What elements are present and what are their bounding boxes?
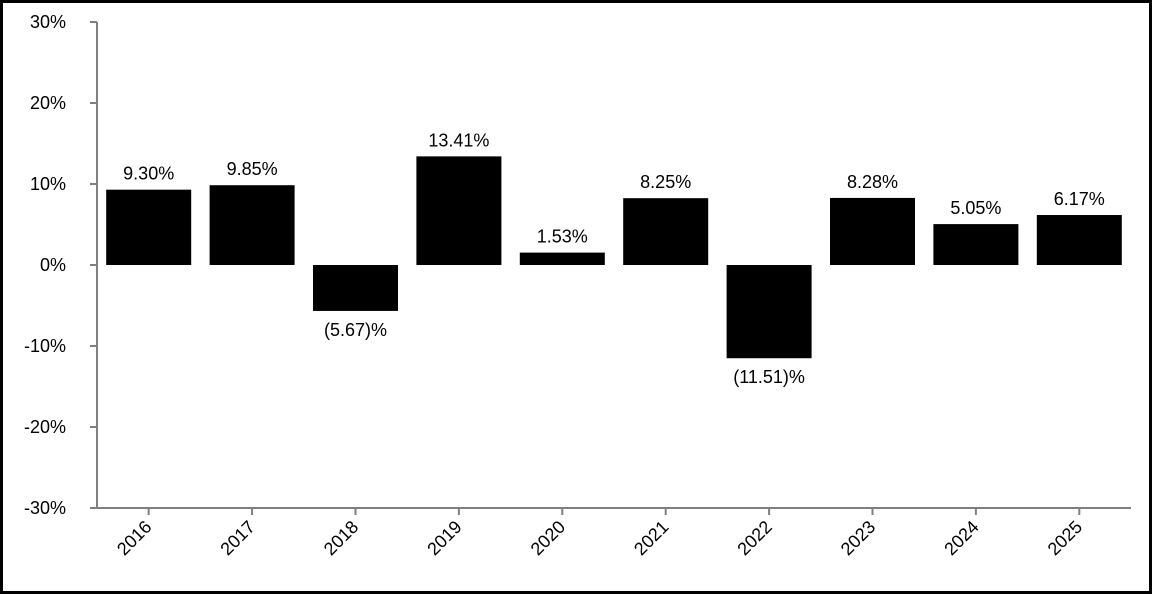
bar-2019: [416, 156, 502, 265]
data-label-2019: 13.41%: [428, 130, 489, 150]
x-tick-label: 2020: [527, 517, 569, 559]
y-tick-label: -20%: [24, 417, 66, 437]
data-label-2018: (5.67)%: [324, 320, 387, 340]
bar-2021: [623, 198, 709, 265]
bar-2025: [1036, 215, 1122, 265]
bar-2022: [726, 265, 812, 359]
x-tick-label: 2022: [733, 517, 775, 559]
x-axis: 2016 2017 2018 2019 2020 2021 2022 2023 2024 2025: [97, 507, 1131, 559]
bar-2018: [313, 265, 398, 311]
bar-2023: [830, 197, 915, 265]
x-tick-label: 2018: [320, 517, 362, 559]
y-tick-label: -30%: [24, 498, 66, 518]
y-tick-label: 10%: [30, 174, 66, 194]
x-tick-label: 2023: [837, 517, 879, 559]
x-tick-label: 2021: [630, 517, 672, 559]
data-label-2020: 1.53%: [537, 227, 588, 247]
x-tick-label: 2019: [423, 517, 465, 559]
x-tick-label: 2017: [216, 517, 258, 559]
bars: [106, 156, 1122, 359]
bar-2016: [106, 189, 192, 265]
x-tick-label: 2016: [113, 517, 155, 559]
data-label-2024: 5.05%: [950, 198, 1001, 218]
data-label-2016: 9.30%: [123, 164, 174, 184]
data-label-2017: 9.85%: [227, 159, 278, 179]
bar-2020: [519, 252, 605, 265]
bar-2024: [933, 224, 1019, 265]
bar-2017: [209, 185, 295, 265]
data-label-2022: (11.51)%: [733, 367, 805, 387]
bar-chart: 30% 20% 10% 0% -10% -20% -30% 2016 2017 2018 2019…: [24, 12, 1131, 559]
data-label-2023: 8.28%: [847, 172, 898, 192]
data-labels: 9.30% 9.85% (5.67)% 13.41% 1.53% 8.25% (11.51)…: [123, 130, 1105, 387]
data-label-2021: 8.25%: [640, 172, 691, 192]
data-label-2025: 6.17%: [1054, 189, 1105, 209]
x-tick-label: 2025: [1044, 517, 1086, 559]
y-tick-label: -10%: [24, 336, 66, 356]
x-tick-label: 2024: [940, 517, 982, 559]
y-tick-label: 30%: [30, 12, 66, 32]
y-axis: 30% 20% 10% 0% -10% -20% -30%: [24, 12, 98, 518]
y-tick-label: 0%: [40, 255, 66, 275]
y-tick-label: 20%: [30, 93, 66, 113]
